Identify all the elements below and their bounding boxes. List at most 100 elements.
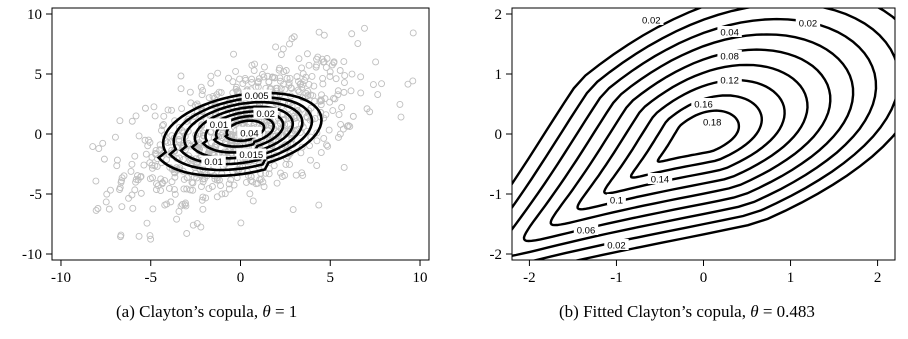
- scatter-point: [374, 91, 382, 98]
- scatter-point: [140, 161, 148, 169]
- scatter-point: [164, 106, 172, 114]
- scatter-point: [175, 137, 183, 145]
- scatter-point: [260, 183, 268, 191]
- y-tick-label: -5: [30, 187, 43, 203]
- panel-b: 0.02 0.04 0.02 0.08 0.12 0.16 0.18 0.14 0.1 0.06 0…: [490, 7, 896, 286]
- scatter-point: [89, 143, 97, 151]
- scatter-point: [187, 99, 195, 107]
- scatter-point: [118, 203, 126, 211]
- scatter-point: [197, 183, 205, 191]
- contour-label: 0.16: [694, 100, 713, 111]
- scatter-point: [315, 28, 323, 36]
- scatter-point: [183, 185, 191, 193]
- y-tick-label: 0: [35, 127, 43, 143]
- scatter-point: [285, 111, 292, 119]
- scatter-point: [164, 139, 172, 147]
- contour-label: 0.015: [239, 150, 263, 161]
- x-tick-label: 1: [787, 270, 795, 286]
- contour-label-bg: [700, 116, 725, 127]
- scatter-point: [102, 198, 110, 206]
- contour-label-bg: [639, 14, 664, 25]
- scatter-point: [396, 100, 404, 108]
- scatter-point: [340, 164, 348, 171]
- scatter-point: [160, 121, 168, 128]
- scatter-point: [207, 72, 215, 80]
- contour-label-bg: [717, 50, 742, 61]
- x-tick-label: 10: [413, 270, 428, 286]
- scatter-point: [315, 201, 323, 209]
- scatter-point: [330, 59, 338, 67]
- scatter-point: [100, 155, 108, 163]
- scatter-point: [298, 169, 306, 177]
- contour-label-bg: [201, 155, 226, 167]
- x-tick-label: -5: [144, 270, 157, 286]
- scatter-point: [331, 95, 339, 103]
- scatter-point: [335, 111, 343, 119]
- scatter-point: [320, 31, 328, 39]
- scatter-point: [209, 92, 217, 100]
- scatter-point: [152, 186, 160, 194]
- scatter-point: [227, 176, 235, 184]
- scatter-point: [346, 123, 354, 130]
- scatter-point: [317, 149, 325, 157]
- y-tick-label: -1: [490, 187, 503, 203]
- contour-label-bg: [795, 17, 821, 28]
- caption-b-theta: θ: [750, 302, 759, 321]
- scatter-point: [313, 129, 321, 137]
- scatter-point: [294, 86, 302, 94]
- scatter-point: [337, 120, 345, 128]
- contour-line: [576, 63, 809, 211]
- scatter-point: [310, 82, 318, 90]
- scatter-point: [120, 172, 128, 180]
- axis-ticks: -2 -1 0 1 2 -2 -1 0 1 2: [490, 7, 882, 286]
- scatter-point: [252, 180, 260, 188]
- x-tick-label: -2: [523, 270, 536, 286]
- contour-line: [512, 8, 895, 260]
- scatter-point: [308, 72, 316, 80]
- scatter-point: [397, 113, 405, 121]
- scatter-point: [341, 79, 348, 87]
- scatter-point: [258, 121, 266, 129]
- contour-label: 0.02: [799, 19, 818, 30]
- scatter-point: [131, 152, 139, 160]
- scatter-point: [165, 185, 173, 192]
- scatter-point: [199, 193, 207, 201]
- scatter-point: [344, 122, 352, 129]
- scatter-point: [279, 45, 287, 53]
- x-tick-label: -1: [610, 270, 623, 286]
- scatter-point: [295, 88, 303, 96]
- caption-a-theta: θ: [262, 302, 271, 321]
- scatter-point: [237, 219, 245, 227]
- contour-label: 0.04: [720, 28, 739, 39]
- scatter-point: [286, 75, 294, 82]
- scatter-point: [348, 30, 356, 38]
- y-tick-label: -2: [490, 247, 503, 263]
- scatter-point: [183, 174, 191, 181]
- contour-label: 0.14: [651, 175, 670, 186]
- scatter-point: [99, 139, 107, 147]
- scatter-point: [302, 89, 310, 97]
- scatter-point: [106, 186, 114, 194]
- scatter-point: [132, 175, 140, 183]
- scatter-point: [270, 162, 278, 169]
- scatter-point: [305, 61, 313, 69]
- scatter-point: [314, 53, 322, 61]
- scatter-point: [307, 156, 314, 164]
- scatter-point: [116, 117, 124, 125]
- scatter-point: [320, 134, 328, 142]
- scatter-point: [261, 63, 268, 71]
- scatter-point: [180, 185, 188, 193]
- scatter-point: [372, 58, 380, 66]
- scatter-point: [307, 104, 315, 112]
- contour-label-bg: [691, 98, 716, 109]
- scatter-point: [378, 80, 385, 88]
- scatter-point: [276, 64, 283, 72]
- scatter-point: [334, 91, 342, 99]
- scatter-point: [199, 205, 207, 213]
- contour-label-bg: [206, 118, 232, 130]
- scatter-point: [318, 55, 326, 63]
- scatter-point: [321, 95, 329, 102]
- scatter-point: [225, 180, 233, 188]
- contour-label-bg: [647, 173, 673, 184]
- scatter-point: [326, 98, 334, 106]
